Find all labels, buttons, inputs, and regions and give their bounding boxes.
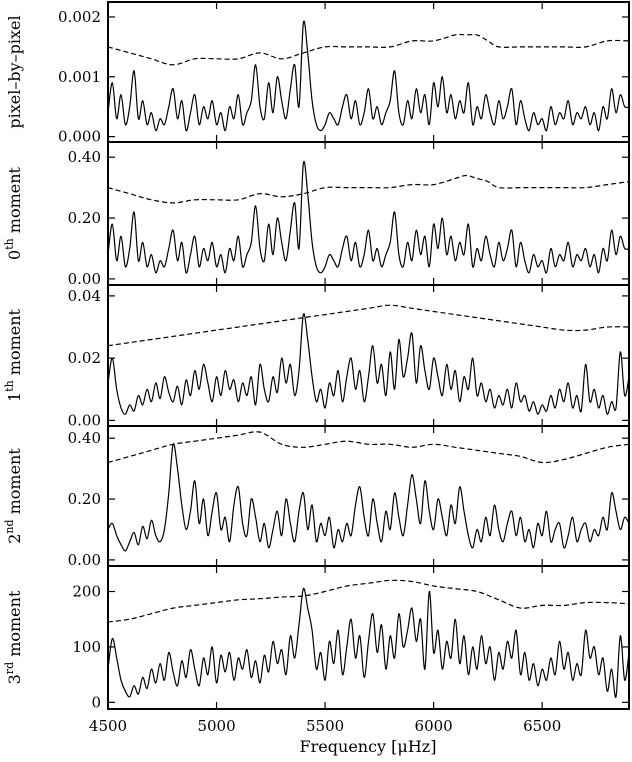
panel-4-ylabel-main: 3	[5, 674, 24, 684]
panel-2-series-solid	[108, 313, 629, 415]
panel-4-ytick-label-0: 0	[91, 693, 101, 711]
panel-3-ylabel-suffix: moment	[5, 448, 24, 520]
panel-2-ytick-label-2: 0.04	[68, 287, 101, 305]
panel-1: 0.00 0.20 0.40 0th moment	[3, 141, 630, 288]
panel-3-ylabel: 2nd moment	[3, 448, 24, 544]
panel-3-ytick-label-2: 0.40	[68, 429, 101, 447]
panel-1-ylabel-suffix: moment	[5, 166, 24, 238]
panel-0: 0.000 0.001 0.002 pixel–by–pixel	[5, 1, 630, 146]
panel-4-frame	[107, 565, 630, 710]
panel-3: 0.00 0.20 0.40 2nd moment	[3, 425, 630, 569]
panel-2: 0.00 0.02 0.04 1th moment	[3, 284, 630, 429]
panel-0-ytick-label-0: 0.000	[58, 128, 101, 146]
panel-4-series-dashed	[108, 579, 629, 623]
panels-group: 0.0000.0010.002pixel–by–pixel0.000.200.4…	[3, 1, 630, 711]
panel-0-ytick-label-2: 0.002	[58, 8, 101, 26]
panel-0-ylabel-main: pixel–by–pixel	[5, 15, 24, 128]
panel-2-frame	[107, 284, 630, 427]
panel-4-ylabel: 3rd moment	[3, 590, 24, 684]
panel-0-ytick-label-1: 0.001	[58, 68, 101, 86]
panel-4-series-solid	[108, 587, 629, 698]
x-tick-label-1: 5000	[197, 717, 235, 735]
panel-4-ylabel-suffix: moment	[5, 590, 24, 662]
panel-1-ylabel: 0th moment	[3, 166, 24, 260]
panel-0-series-group	[108, 20, 629, 132]
panel-4-ylabel-sup: rd	[3, 662, 16, 674]
panel-4-ytick-label-2: 200	[72, 582, 101, 600]
panel-4: 0 100 200 3rd moment	[3, 565, 630, 711]
panel-3-series-dashed	[108, 431, 629, 464]
x-tick-label-3: 6000	[415, 717, 453, 735]
panel-0-frame	[107, 1, 630, 143]
panel-2-ylabel-main: 1	[5, 392, 24, 402]
panel-0-ylabel: pixel–by–pixel	[5, 15, 24, 128]
panel-4-ytick-label-1: 100	[72, 638, 101, 656]
panel-2-ytick-label-0: 0.00	[68, 411, 101, 429]
panel-3-ytick-label-0: 0.00	[68, 551, 101, 569]
panel-1-series-group	[108, 160, 629, 274]
x-tick-label-2: 5500	[306, 717, 344, 735]
x-axis: 4500 5000 5500 6000 6500	[89, 717, 561, 735]
panel-2-ytick-label-1: 0.02	[68, 349, 101, 367]
panel-3-ylabel-main: 2	[5, 534, 24, 544]
panel-0-series-dashed	[108, 33, 629, 66]
panel-2-ylabel: 1th moment	[3, 308, 24, 402]
x-axis-title: Frequency [μHz]	[300, 737, 437, 756]
panel-4-series-group	[108, 579, 629, 698]
panel-2-ylabel-sup: th	[3, 380, 16, 392]
panel-3-series-group	[108, 431, 629, 552]
panel-1-ylabel-main: 0	[5, 250, 24, 260]
panel-2-series-dashed	[108, 304, 629, 347]
panel-2-series-group	[108, 304, 629, 415]
panel-1-ytick-label-1: 0.20	[68, 209, 101, 227]
panel-3-frame	[107, 425, 630, 567]
x-tick-label-0: 4500	[89, 717, 127, 735]
panel-2-ylabel-suffix: moment	[5, 308, 24, 380]
panel-0-series-solid	[108, 20, 629, 132]
panel-3-ylabel-sup: nd	[3, 519, 16, 533]
x-tick-label-4: 6500	[523, 717, 561, 735]
panel-1-series-dashed	[108, 174, 629, 204]
panel-1-ylabel-sup: th	[3, 238, 16, 250]
panel-3-series-solid	[108, 443, 629, 552]
panel-1-frame	[107, 141, 630, 286]
panel-1-ytick-label-2: 0.40	[68, 148, 101, 166]
panel-1-ytick-label-0: 0.00	[68, 270, 101, 288]
panel-1-series-solid	[108, 160, 629, 274]
panel-3-ytick-label-1: 0.20	[68, 490, 101, 508]
